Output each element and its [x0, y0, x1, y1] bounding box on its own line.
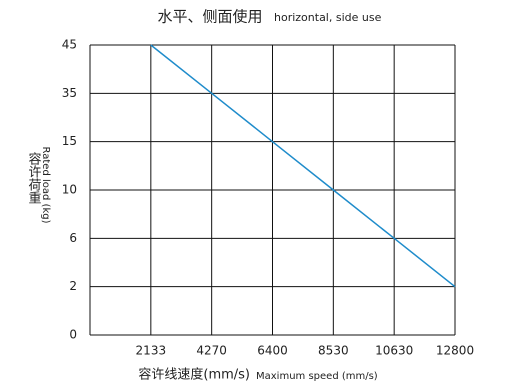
y-tick-label: 15	[62, 134, 77, 148]
x-axis-label: 容许线速度(mm/s)	[138, 367, 250, 383]
chart-title: 水平、侧面使用	[157, 8, 262, 26]
x-tick-label: 12800	[436, 344, 474, 358]
y-tick-label: 10	[62, 183, 77, 197]
x-axis-label-en: Maximum speed (mm/s)	[256, 371, 378, 382]
y-axis-label: 容许荷重	[26, 151, 42, 204]
x-tick-label: 10630	[375, 344, 413, 358]
y-axis-label-en: Rated load (kg)	[40, 147, 51, 224]
y-tick-label: 45	[62, 38, 77, 52]
y-tick-label: 0	[69, 328, 77, 342]
chart-subtitle: horizontal, side use	[274, 11, 382, 24]
x-tick-label: 6400	[257, 344, 288, 358]
x-tick-label: 2133	[136, 344, 167, 358]
data-line	[150, 44, 456, 288]
x-tick-label: 4270	[196, 344, 227, 358]
y-tick-label: 6	[69, 231, 77, 245]
y-tick-label: 35	[62, 86, 77, 100]
x-tick-label: 8530	[318, 344, 349, 358]
y-tick-label: 2	[69, 279, 77, 293]
